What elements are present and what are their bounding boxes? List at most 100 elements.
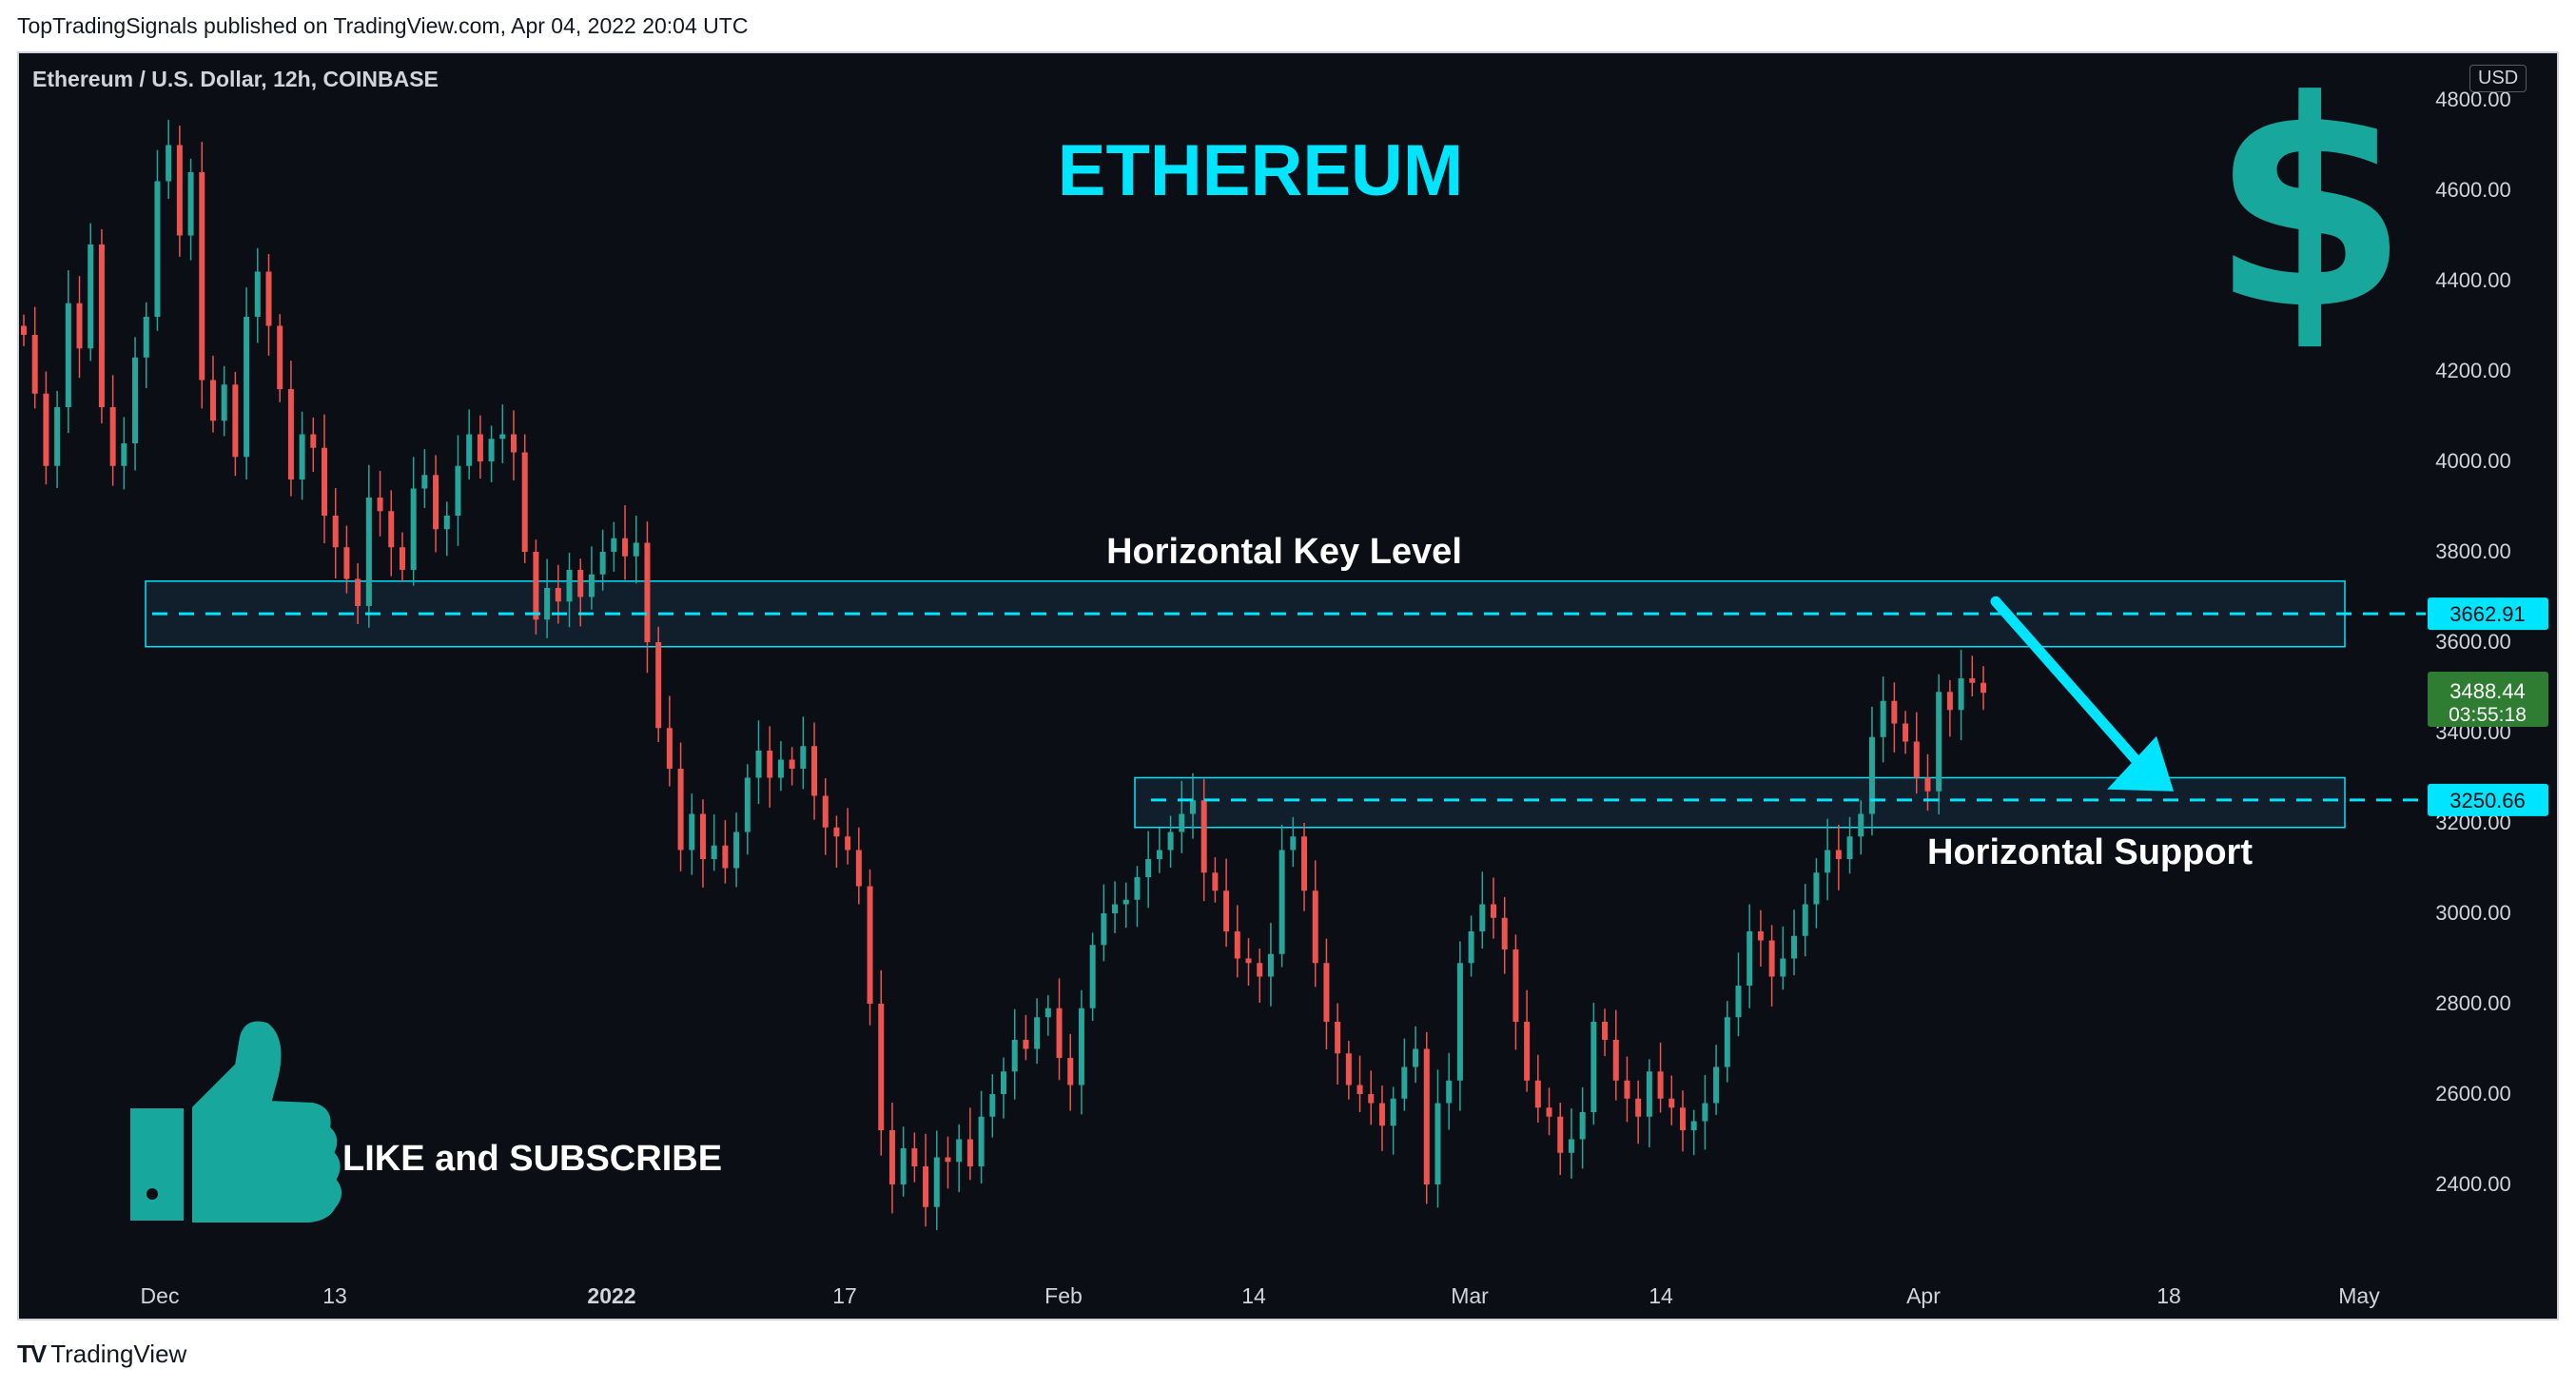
candle-body[interactable] [521,452,528,553]
candle-body[interactable] [1835,850,1842,860]
candle-body[interactable] [577,570,584,597]
candle-body[interactable] [1323,963,1330,1022]
candle-body[interactable] [588,574,595,597]
candle-body[interactable] [777,759,784,778]
candle-body[interactable] [1145,859,1152,877]
candle-body[interactable] [1981,682,1986,694]
candle-body[interactable] [1735,986,1742,1018]
candle-body[interactable] [488,439,495,461]
candle-body[interactable] [1245,958,1252,964]
candle-body[interactable] [1423,1048,1430,1185]
candle-body[interactable] [711,845,717,859]
candle-body[interactable] [1635,1098,1642,1117]
candle-body[interactable] [277,325,283,390]
candle-body[interactable] [1958,678,1964,711]
candle-body[interactable] [1468,931,1474,964]
candle-body[interactable] [1534,1080,1541,1108]
candle-body[interactable] [410,488,417,571]
candle-body[interactable] [1813,872,1820,905]
candle-body[interactable] [845,836,851,851]
candle-body[interactable] [923,1166,929,1207]
candle-body[interactable] [1044,1008,1051,1018]
candle-body[interactable] [65,303,71,407]
chart-frame[interactable] [17,51,2559,1321]
candle-body[interactable] [1301,836,1308,891]
candle-body[interactable] [365,498,372,606]
candle-body[interactable] [310,434,317,448]
candle-body[interactable] [244,317,250,458]
candle-body[interactable] [1846,836,1853,859]
candle-body[interactable] [744,777,751,832]
candle-body[interactable] [98,245,105,407]
candle-body[interactable] [1702,1103,1708,1122]
candle-body[interactable] [1501,917,1508,949]
candle-body[interactable] [477,434,483,462]
candle-body[interactable] [377,498,383,512]
candle-body[interactable] [1679,1107,1686,1130]
candle-body[interactable] [399,547,405,570]
currency-badge[interactable]: USD [2469,65,2527,92]
candle-body[interactable] [867,886,873,1005]
candle-body[interactable] [933,1157,940,1207]
candle-body[interactable] [855,850,862,887]
candle-body[interactable] [1903,723,1909,742]
support-price-tag[interactable] [2428,783,2548,816]
candle-body[interactable] [1312,890,1318,964]
candle-body[interactable] [1568,1139,1574,1153]
candle-body[interactable] [176,145,183,236]
candle-body[interactable] [1356,1085,1363,1095]
candle-body[interactable] [466,434,473,466]
candle-body[interactable] [21,325,27,336]
candle-body[interactable] [1267,953,1274,977]
candle-body[interactable] [1491,904,1496,918]
candle-body[interactable] [1946,692,1953,711]
candle-body[interactable] [722,845,729,869]
candle-body[interactable] [166,145,172,182]
candle-body[interactable] [1791,935,1798,959]
candle-body[interactable] [1557,1116,1564,1153]
candle-body[interactable] [655,642,662,729]
candle-body[interactable] [1067,1058,1074,1086]
candle-body[interactable] [633,542,639,557]
candle-body[interactable] [1546,1107,1552,1117]
candle-body[interactable] [811,746,818,796]
candle-body[interactable] [43,393,49,466]
candle-body[interactable] [1001,1071,1006,1094]
candle-body[interactable] [1011,1040,1018,1072]
candle-body[interactable] [287,389,294,479]
candle-body[interactable] [1479,904,1486,932]
candle-body[interactable] [1345,1053,1352,1086]
candle-body[interactable] [611,538,617,552]
candle-body[interactable] [1101,913,1107,946]
candle-body[interactable] [1189,800,1196,814]
candle-body[interactable] [1223,890,1230,931]
candle-body[interactable] [121,443,127,466]
candle-body[interactable] [1167,831,1174,851]
candle-body[interactable] [833,827,840,837]
candle-body[interactable] [1891,700,1898,724]
candle-body[interactable] [555,588,561,602]
candle-body[interactable] [299,434,305,480]
candle-body[interactable] [644,542,651,643]
candle-body[interactable] [1780,958,1786,977]
candle-body[interactable] [1056,1008,1063,1058]
candle-body[interactable] [199,172,205,381]
candle-body[interactable] [666,728,673,769]
candle-body[interactable] [966,1139,973,1167]
candle-body[interactable] [900,1148,907,1184]
candle-body[interactable] [1669,1098,1675,1108]
candle-body[interactable] [355,578,361,607]
candle-body[interactable] [533,552,539,620]
candle-body[interactable] [800,746,807,769]
candle-body[interactable] [433,475,439,530]
candle-body[interactable] [1690,1121,1697,1131]
candle-body[interactable] [1212,872,1219,891]
candle-body[interactable] [1936,692,1942,792]
candle-body[interactable] [689,813,695,851]
candle-body[interactable] [1512,949,1519,1022]
candle-body[interactable] [1257,963,1263,977]
candle-body[interactable] [1858,813,1864,837]
candle-body[interactable] [1446,1080,1453,1104]
candle-body[interactable] [1434,1103,1441,1185]
candle-body[interactable] [265,271,272,326]
